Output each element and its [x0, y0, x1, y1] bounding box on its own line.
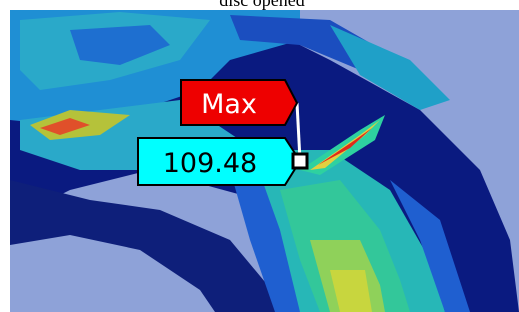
- caption: disc opened: [219, 0, 304, 10]
- max-label: Max: [201, 89, 257, 120]
- max-value: 109.48: [163, 148, 257, 179]
- probe-marker: [293, 154, 307, 168]
- screenshot: disc opened Max 109.48: [0, 0, 519, 312]
